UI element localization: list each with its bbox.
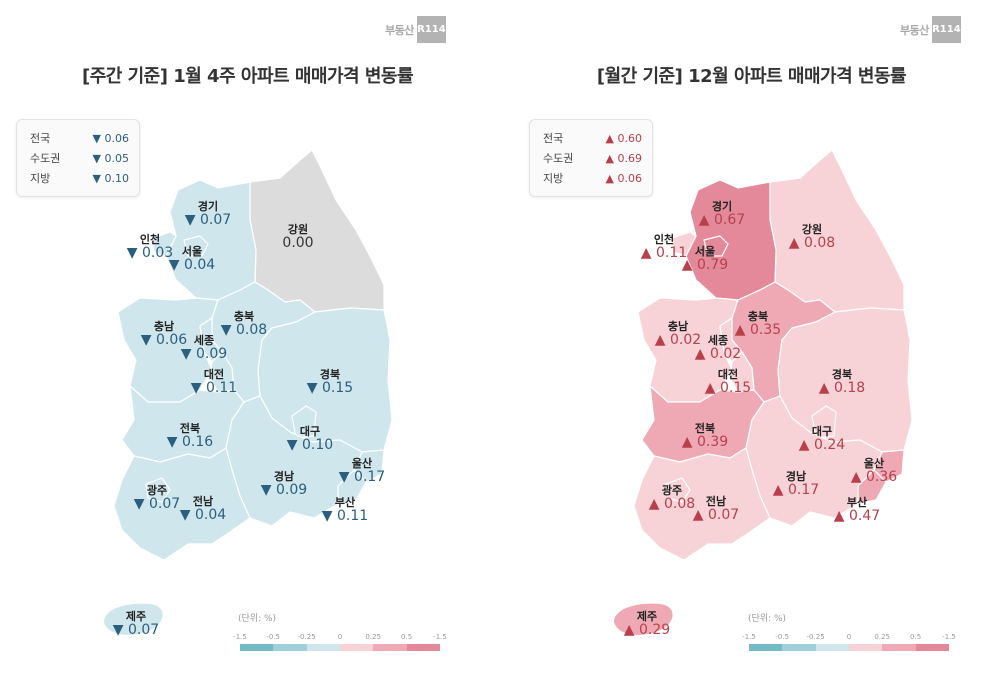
label-chungbuk: 충북 ▼ 0.08	[220, 310, 268, 339]
jeju-island-shape	[104, 603, 163, 635]
label-gwangju: 광주 ▼ 0.07	[133, 484, 181, 513]
label-seoul: 서울 ▲ 0.79	[681, 245, 729, 274]
weekly-title: [주간 기준] 1월 4주 아파트 매매가격 변동률	[81, 66, 414, 87]
label-jeju: 제주 ▼ 0.07	[112, 610, 160, 639]
region-incheon	[671, 231, 697, 257]
label-gyeonggi: 경기 ▼ 0.07	[184, 200, 232, 229]
region-jeonnam	[633, 447, 771, 561]
label-daegu: 대구 ▼ 0.10	[286, 425, 334, 454]
label-daegu: 대구 ▲ 0.24	[798, 425, 846, 454]
region-gwangju	[665, 477, 691, 503]
jeju-island-shape	[614, 603, 673, 635]
monthly-map-panel: 부동산 R114 [월간 기준] 12월 아파트 매매가격 변동률 전국 ▲ 0…	[496, 0, 991, 676]
label-sejong: 세종 ▲ 0.02	[694, 334, 742, 363]
summary-row-capital: 수도권 ▲ 0.69	[543, 151, 642, 166]
label-gyeongbuk: 경북 ▼ 0.15	[306, 368, 354, 397]
label-sejong: 세종 ▼ 0.09	[180, 334, 228, 363]
region-seoul	[703, 235, 729, 257]
label-chungbuk: 충북 ▲ 0.35	[734, 310, 782, 339]
label-busan: 부산 ▼ 0.11	[321, 496, 369, 525]
label-busan: 부산 ▲ 0.47	[833, 496, 881, 525]
label-jeonnam: 전남 ▼ 0.04	[179, 495, 227, 524]
weekly-map-panel: 부동산 R114 [주간 기준] 1월 4주 아파트 매매가격 변동률 전국 ▼…	[0, 0, 495, 676]
label-chungnam: 충남 ▼ 0.06	[140, 320, 188, 349]
label-gyeongnam: 경남 ▼ 0.09	[260, 470, 308, 499]
summary-row-provinces: 지방 ▲ 0.06	[543, 171, 642, 186]
weekly-korea-map	[113, 149, 393, 561]
label-gwangju: 광주 ▲ 0.08	[648, 484, 696, 513]
region-gyeonggi	[165, 179, 257, 301]
legend-color-bar	[240, 644, 440, 651]
legend-unit: (단위: %)	[748, 614, 787, 624]
label-jeju: 제주 ▲ 0.29	[623, 610, 671, 639]
label-gangwon: 강원 ▲ 0.08	[788, 223, 836, 252]
monthly-korea-map	[633, 149, 913, 561]
region-jeonnam	[113, 447, 251, 561]
summary-row-national: 전국 ▼ 0.06	[30, 131, 129, 146]
label-ulsan: 울산 ▲ 0.36	[850, 457, 898, 486]
label-incheon: 인천 ▼ 0.03	[126, 233, 174, 262]
label-gyeonggi: 경기 ▲ 0.67	[698, 200, 746, 229]
monthly-title: [월간 기준] 12월 아파트 매매가격 변동률	[596, 66, 907, 87]
label-incheon: 인천 ▲ 0.11	[640, 233, 688, 262]
legend-color-bar	[749, 644, 949, 651]
brand-logo: 부동산 R114	[385, 16, 446, 43]
legend-ticks: -1.5 -0.5 -0.25 0 0.25 0.5 -1.5	[742, 633, 956, 641]
label-seoul: 서울 ▼ 0.04	[168, 245, 216, 274]
region-seoul	[183, 235, 209, 257]
label-daejeon: 대전 ▼ 0.11	[190, 368, 238, 397]
summary-row-national: 전국 ▲ 0.60	[543, 131, 642, 146]
legend-unit: (단위: %)	[238, 614, 277, 624]
monthly-summary-box: 전국 ▲ 0.60 수도권 ▲ 0.69 지방 ▲ 0.06	[529, 119, 653, 197]
label-jeonbuk: 전북 ▼ 0.16	[166, 422, 214, 451]
summary-row-capital: 수도권 ▼ 0.05	[30, 151, 129, 166]
region-incheon	[151, 231, 177, 257]
label-daejeon: 대전 ▲ 0.15	[704, 368, 752, 397]
region-gangwon	[249, 149, 385, 313]
label-gyeongnam: 경남 ▲ 0.17	[772, 470, 820, 499]
region-gyeonggi	[685, 179, 777, 301]
label-jeonnam: 전남 ▲ 0.07	[692, 495, 740, 524]
label-gyeongbuk: 경북 ▲ 0.18	[818, 368, 866, 397]
label-gangwon: 강원 0.00	[282, 223, 314, 252]
brand-logo: 부동산 R114	[900, 16, 961, 43]
label-ulsan: 울산 ▼ 0.17	[338, 457, 386, 486]
label-jeonbuk: 전북 ▲ 0.39	[681, 422, 729, 451]
summary-row-provinces: 지방 ▼ 0.10	[30, 171, 129, 186]
label-chungnam: 충남 ▲ 0.02	[654, 320, 702, 349]
region-gwangju	[145, 477, 171, 503]
weekly-summary-box: 전국 ▼ 0.06 수도권 ▼ 0.05 지방 ▼ 0.10	[16, 119, 140, 197]
region-chungnam	[637, 297, 739, 403]
region-chungnam	[117, 297, 219, 403]
legend-ticks: -1.5 -0.5 -0.25 0 0.25 0.5 -1.5	[233, 633, 447, 641]
